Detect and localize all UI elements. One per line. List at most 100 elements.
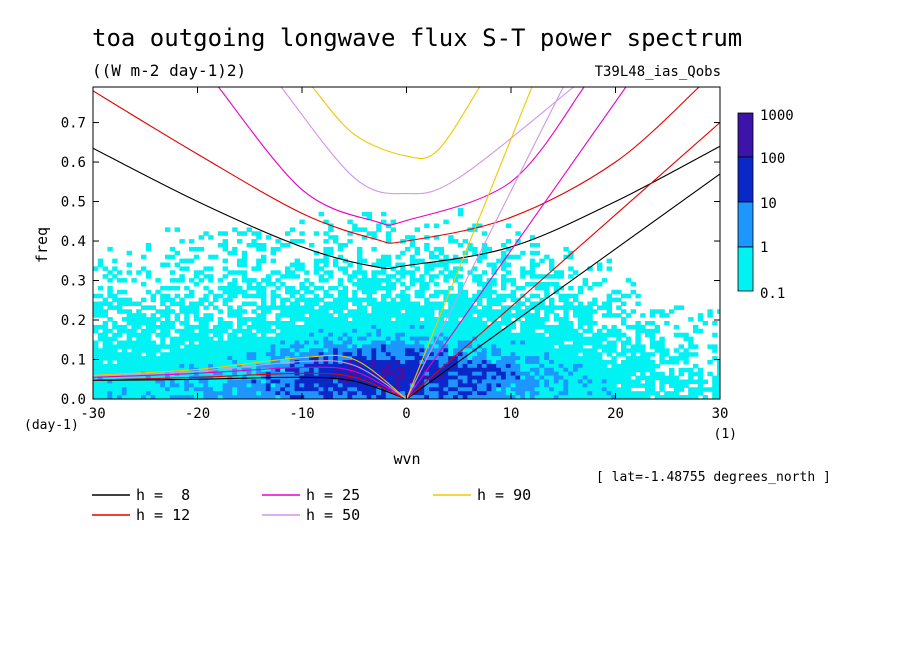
- heatmap-cell: [616, 352, 622, 357]
- heatmap-cell: [126, 297, 132, 303]
- heatmap-cell: [645, 332, 651, 338]
- heatmap-cell: [145, 360, 152, 365]
- heatmap-cell: [395, 367, 401, 373]
- heatmap-cell: [241, 250, 248, 256]
- heatmap-cell: [285, 348, 291, 353]
- heatmap-cell: [563, 293, 569, 299]
- heatmap-cell: [496, 340, 502, 345]
- heatmap-cell: [222, 301, 228, 306]
- heatmap-cell: [510, 293, 516, 299]
- heatmap-cell: [529, 363, 536, 369]
- heatmap-cell: [102, 301, 108, 306]
- heatmap-cell: [294, 309, 300, 314]
- heatmap-cell: [318, 285, 324, 291]
- heatmap-cell: [136, 367, 142, 373]
- heatmap-cell: [208, 340, 214, 345]
- heatmap-cell: [597, 336, 603, 342]
- heatmap-cell: [597, 391, 603, 396]
- heatmap-cell: [270, 340, 276, 345]
- heatmap-cell: [505, 379, 512, 384]
- heatmap-cell: [453, 293, 459, 299]
- heatmap-cell: [165, 262, 171, 267]
- heatmap-cell: [481, 246, 488, 252]
- heatmap-cell: [337, 363, 344, 369]
- heatmap-cell: [227, 387, 233, 392]
- heatmap-cell: [390, 297, 396, 303]
- heatmap-cell: [510, 352, 516, 357]
- heatmap-cell: [678, 371, 684, 377]
- colorbar-band-1-10: [737, 201, 754, 248]
- heatmap-cell: [318, 266, 324, 271]
- heatmap-cell: [313, 309, 320, 314]
- heatmap-cell: [165, 309, 171, 314]
- heatmap-cell: [635, 391, 641, 396]
- heatmap-cell: [448, 360, 454, 365]
- heatmap-cell: [333, 391, 339, 396]
- heatmap-cell: [453, 317, 459, 322]
- heatmap-cell: [553, 356, 560, 361]
- heatmap-cell: [419, 340, 425, 345]
- heatmap-cell: [318, 278, 324, 283]
- heatmap-cell: [102, 297, 108, 303]
- heatmap-cell: [328, 321, 334, 326]
- heatmap-cell: [472, 363, 478, 369]
- heatmap-cell: [553, 289, 560, 295]
- heatmap-cell: [227, 340, 233, 345]
- heatmap-cell: [472, 387, 478, 392]
- heatmap-cell: [462, 309, 468, 314]
- heatmap-cell: [558, 387, 564, 392]
- heatmap-cell: [400, 371, 406, 377]
- heatmap-cell: [107, 246, 113, 252]
- heatmap-cell: [640, 360, 646, 365]
- heatmap-cell: [601, 278, 608, 283]
- heatmap-cell: [544, 363, 550, 369]
- heatmap-cell: [289, 332, 296, 338]
- heatmap-cell: [347, 391, 353, 396]
- heatmap-cell: [558, 340, 564, 345]
- heatmap-cell: [702, 387, 708, 392]
- heatmap-cell: [510, 363, 516, 369]
- heatmap-cell: [438, 356, 444, 361]
- heatmap-cell: [664, 375, 670, 381]
- heatmap-cell: [280, 391, 286, 396]
- heatmap-cell: [645, 328, 651, 334]
- heatmap-cell: [553, 336, 560, 342]
- heatmap-cell: [145, 340, 152, 345]
- heatmap-cell: [438, 246, 444, 252]
- heatmap-cell: [117, 367, 123, 373]
- heatmap-cell: [520, 395, 526, 399]
- heatmap-cell: [318, 383, 324, 388]
- heatmap-cell: [304, 305, 310, 310]
- heatmap-cell: [448, 395, 454, 399]
- heatmap-cell: [601, 383, 608, 388]
- heatmap-cell: [294, 336, 300, 342]
- heatmap-cell: [587, 367, 593, 373]
- heatmap-cell: [357, 391, 363, 396]
- heatmap-cell: [688, 336, 694, 342]
- heatmap-cell: [256, 285, 262, 291]
- heatmap-cell: [400, 321, 406, 326]
- heatmap-cell: [371, 246, 377, 252]
- heatmap-cell: [443, 387, 449, 392]
- heatmap-cell: [529, 293, 536, 299]
- heatmap-cell: [405, 344, 411, 349]
- heatmap-cell: [275, 340, 281, 345]
- heatmap-cell: [553, 387, 560, 392]
- heatmap-cell: [246, 278, 252, 283]
- heatmap-cell: [510, 395, 516, 399]
- heatmap-cell: [313, 383, 320, 388]
- heatmap-cell: [419, 258, 425, 264]
- heatmap-cell: [198, 317, 204, 322]
- heatmap-cell: [251, 344, 257, 349]
- heatmap-cell: [136, 360, 142, 365]
- heatmap-cell: [136, 317, 142, 322]
- heatmap-cell: [352, 391, 358, 396]
- heatmap-cell: [337, 352, 344, 357]
- heatmap-cell: [184, 328, 190, 334]
- heatmap-cell: [582, 278, 588, 283]
- heatmap-cell: [448, 274, 454, 279]
- heatmap-cell: [520, 356, 526, 361]
- heatmap-cell: [683, 367, 689, 373]
- colorbar-label-100: 100: [760, 151, 785, 167]
- heatmap-cell: [294, 305, 300, 310]
